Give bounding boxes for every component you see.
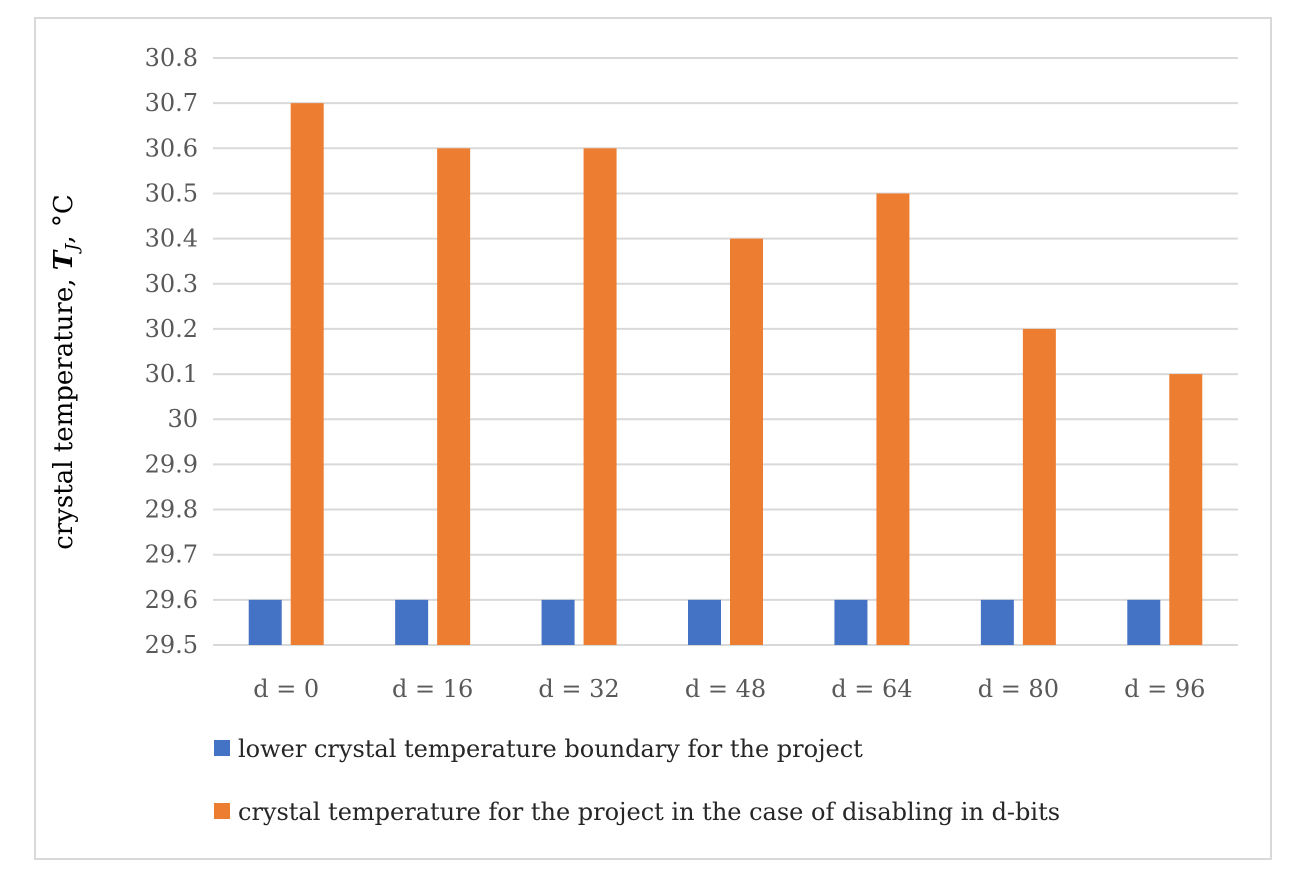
bar-lower-boundary <box>688 599 721 645</box>
y-tick-label: 29.7 <box>145 541 198 569</box>
x-tick-label: d = 16 <box>392 675 473 703</box>
y-tick-label: 30.8 <box>145 44 198 72</box>
bar-lower-boundary <box>1127 599 1161 645</box>
bar-disabling <box>437 148 471 646</box>
legend-label-lower-boundary: lower crystal temperature boundary for t… <box>238 735 863 763</box>
x-axis-ticks: d = 0 d = 16 d = 32 d = 48 d = 64 d = 80 d = 9… <box>253 675 1205 703</box>
legend-label-disabling: crystal temperature for the project in t… <box>238 798 1060 826</box>
y-axis-ticks: 30.8 30.7 30.6 30.5 30.4 30.3 30.2 30.1 30 29.9 29… <box>145 44 198 659</box>
bar-disabling <box>1022 328 1056 645</box>
bar-disabling <box>730 238 763 645</box>
y-tick-label: 29.6 <box>145 586 198 614</box>
y-tick-label: 30.7 <box>145 89 198 117</box>
y-tick-label: 30.1 <box>145 360 198 388</box>
y-tick-label: 30.6 <box>145 134 198 162</box>
y-tick-label: 30.4 <box>145 225 198 253</box>
bar-disabling <box>583 148 617 646</box>
y-axis-label-suffix: , °C <box>49 194 79 243</box>
y-tick-label: 30.3 <box>145 270 198 298</box>
y-axis-label-subscript: J <box>62 242 83 255</box>
bar-lower-boundary <box>395 599 429 645</box>
bar-disabling <box>1169 374 1203 645</box>
y-tick-label: 30 <box>167 405 198 433</box>
bar-lower-boundary <box>980 599 1014 645</box>
x-tick-label: d = 64 <box>831 675 912 703</box>
x-tick-label: d = 48 <box>685 675 766 703</box>
legend-swatch-lower-boundary <box>214 740 230 756</box>
x-tick-label: d = 0 <box>253 675 319 703</box>
x-tick-label: d = 80 <box>978 675 1059 703</box>
bar-lower-boundary <box>248 599 282 645</box>
y-tick-label: 29.9 <box>145 450 198 478</box>
x-tick-label: d = 32 <box>538 675 619 703</box>
y-tick-label: 29.5 <box>145 631 198 659</box>
chart-frame <box>34 17 1272 860</box>
bar-disabling <box>290 103 324 645</box>
gridlines <box>213 57 1238 646</box>
bar-lower-boundary <box>541 599 575 645</box>
y-tick-label: 30.2 <box>145 315 198 343</box>
y-tick-label: 30.5 <box>145 179 198 207</box>
x-tick-label: d = 96 <box>1124 675 1205 703</box>
legend-swatch-disabling <box>214 803 230 819</box>
bar-disabling <box>876 193 910 645</box>
y-axis-label-prefix: crystal temperature, <box>49 270 79 550</box>
bar-lower-boundary <box>834 599 868 645</box>
y-axis-label: crystal temperature, TJ, °C <box>49 194 83 550</box>
bars <box>248 103 1203 646</box>
y-tick-label: 29.8 <box>145 496 198 524</box>
y-axis-label-symbol: T <box>49 249 79 270</box>
legend: lower crystal temperature boundary for t… <box>214 735 1060 826</box>
